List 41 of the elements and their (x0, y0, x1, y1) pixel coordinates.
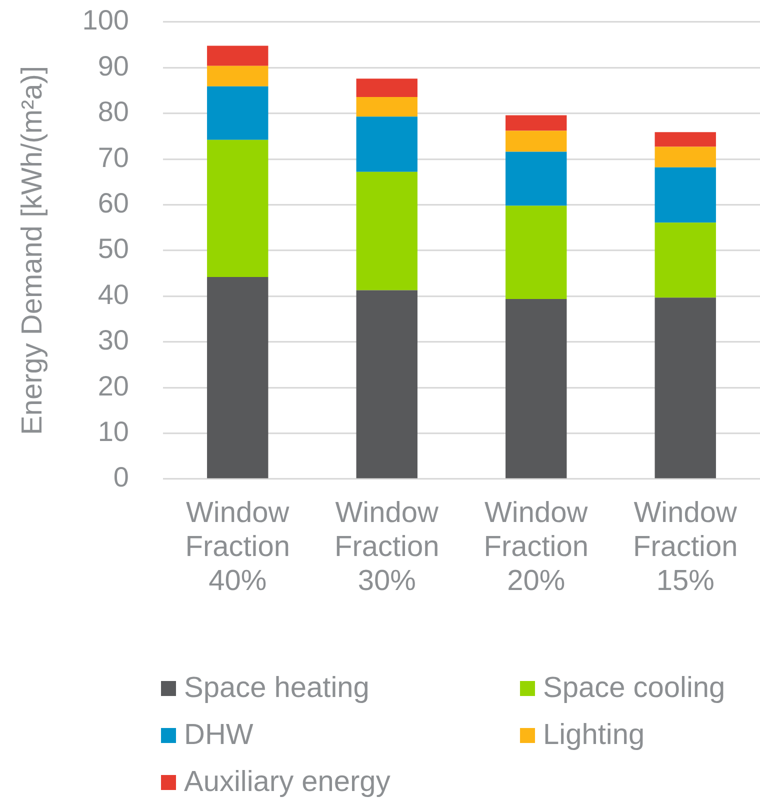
y-tick-label: 80 (98, 96, 129, 128)
bar (356, 78, 418, 97)
legend-label: Lighting (543, 719, 645, 751)
y-tick-label: 50 (98, 233, 129, 264)
bar (207, 277, 268, 478)
y-tick-label: 40 (98, 278, 129, 310)
y-tick-label: 20 (98, 370, 129, 402)
x-tick-label: Window Fraction 15% (632, 496, 738, 597)
bar (356, 96, 418, 117)
bar (654, 167, 716, 223)
x-tick-label: Window Fraction 20% (484, 496, 589, 597)
bar (654, 222, 716, 298)
y-tick-label: 100 (82, 4, 129, 36)
bar (207, 86, 268, 140)
legend-label: DHW (184, 719, 254, 751)
bar (356, 116, 418, 172)
legend-label: Space heating (184, 672, 370, 704)
y-axis-title: Energy Demand [kWh/(m²a)] (16, 66, 48, 436)
bar (654, 132, 716, 147)
y-tick-label: 60 (98, 188, 129, 219)
x-tick-label: Window Fraction 30% (334, 496, 440, 597)
bar (654, 146, 716, 168)
legend-label: Space cooling (543, 672, 726, 704)
bar (356, 290, 418, 478)
bar (207, 46, 268, 66)
bar (356, 172, 418, 290)
bar (506, 115, 567, 131)
bar (506, 130, 567, 152)
y-tick-label: 30 (98, 324, 129, 356)
bar (506, 298, 567, 478)
bar (506, 152, 567, 206)
bar (506, 206, 567, 299)
y-tick-label: 10 (98, 416, 129, 448)
y-tick-label: 0 (113, 462, 129, 493)
x-tick-label: Window Fraction 40% (185, 496, 290, 597)
bar (207, 140, 268, 278)
y-tick-label: 90 (98, 50, 129, 82)
legend-label: Auxiliary energy (184, 766, 390, 798)
y-tick-label: 70 (98, 142, 129, 173)
bar (654, 298, 716, 478)
bar (207, 66, 268, 86)
